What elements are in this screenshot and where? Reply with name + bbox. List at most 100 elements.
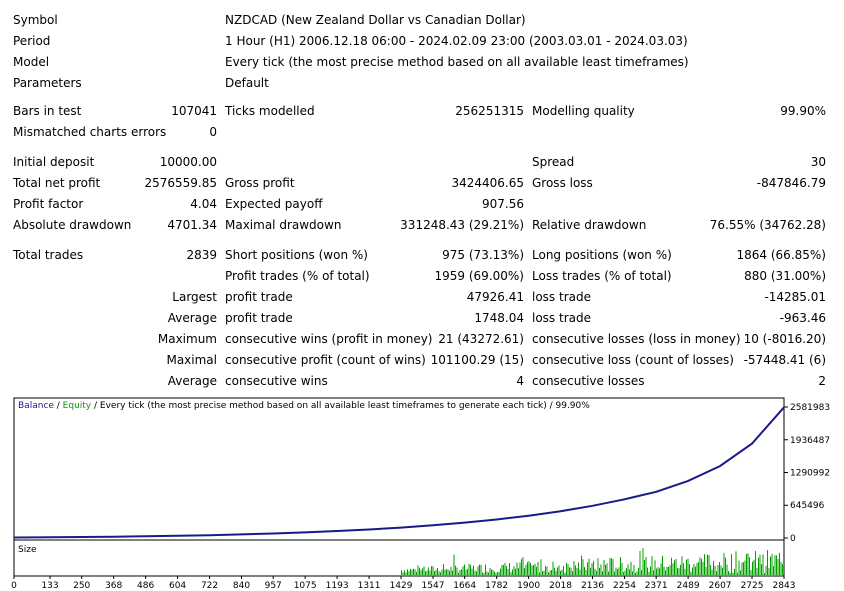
size-bar — [408, 571, 410, 575]
size-bar — [521, 559, 522, 575]
size-bar — [641, 570, 642, 575]
x-tick-label: 1547 — [422, 581, 445, 591]
size-bar — [723, 552, 725, 575]
size-bar — [587, 562, 588, 575]
deposit-label: Initial deposit — [13, 155, 95, 169]
size-bar — [453, 554, 455, 575]
size-bar — [545, 566, 546, 575]
symbol-label: Symbol — [13, 13, 58, 27]
size-bar — [563, 566, 564, 575]
ltrades-value: 880 (31.00%) — [744, 269, 826, 283]
size-bar — [447, 569, 449, 575]
average2-label: Average — [167, 374, 217, 388]
size-bar — [642, 548, 644, 575]
size-bar — [537, 562, 539, 575]
size-bar — [678, 568, 680, 575]
x-tick-label: 1193 — [326, 581, 349, 591]
size-bar — [699, 557, 701, 575]
size-bar — [422, 568, 423, 575]
size-bar — [549, 570, 551, 575]
ptrades-value: 1959 (69.00%) — [434, 269, 524, 283]
size-bar — [657, 567, 659, 575]
x-tick-label: 133 — [41, 581, 58, 591]
size-bar — [581, 555, 582, 575]
size-bar — [600, 564, 602, 575]
size-bar — [464, 564, 465, 575]
size-bar — [780, 561, 782, 575]
size-bar — [501, 564, 503, 575]
size-bar — [774, 555, 776, 575]
x-tick-label: 1782 — [485, 581, 508, 591]
size-panel-frame — [13, 539, 785, 577]
size-bar — [575, 565, 576, 575]
size-bar — [653, 570, 654, 575]
size-bar — [741, 562, 743, 575]
size-bar — [720, 565, 722, 575]
size-bar — [714, 565, 716, 575]
size-bar — [498, 571, 500, 575]
size-bar — [728, 571, 729, 575]
size-bar — [474, 570, 476, 575]
size-bar — [681, 556, 683, 575]
size-bar — [494, 571, 495, 575]
size-bar — [491, 569, 492, 575]
maximal-cons-profit-label: consecutive profit (count of wins) — [225, 353, 426, 367]
max-cons-wins-value: 21 (43272.61) — [438, 332, 524, 346]
size-bar — [654, 560, 656, 575]
size-bar — [770, 556, 771, 575]
size-bar — [443, 563, 444, 575]
size-bar — [569, 567, 570, 575]
long-value: 1864 (66.85%) — [736, 248, 826, 262]
size-bar — [722, 567, 723, 575]
largest-label: Largest — [172, 290, 217, 304]
size-bar — [725, 557, 726, 575]
size-bar — [605, 564, 606, 575]
size-bar — [572, 571, 573, 575]
size-bar — [534, 563, 536, 575]
maxdd-label: Maximal drawdown — [225, 218, 342, 232]
size-bar — [525, 564, 527, 575]
size-bar — [411, 569, 413, 575]
size-bar — [620, 557, 621, 575]
size-bar — [557, 567, 558, 575]
maximal-cons-loss-label: consecutive loss (count of losses) — [532, 353, 734, 367]
size-bar — [456, 567, 458, 575]
size-bar — [773, 566, 774, 575]
size-bar — [480, 564, 482, 575]
size-bar — [651, 556, 653, 575]
size-bar — [527, 562, 528, 575]
size-bar — [762, 554, 764, 575]
x-tick-label: 2607 — [709, 581, 732, 591]
size-bar — [635, 572, 636, 575]
size-bar — [626, 567, 627, 575]
reldd-label: Relative drawdown — [532, 218, 647, 232]
size-bar — [407, 569, 408, 575]
size-bar — [425, 571, 426, 575]
size-bar — [632, 571, 633, 575]
size-bar — [486, 571, 488, 575]
size-bar — [750, 570, 752, 575]
size-bar — [552, 561, 554, 575]
size-bar — [576, 568, 578, 575]
size-bar — [446, 569, 447, 575]
size-bar — [689, 564, 690, 575]
size-bar — [711, 569, 713, 575]
max-cons-wins-label: consecutive wins (profit in money) — [225, 332, 433, 346]
size-bar — [476, 571, 477, 575]
size-bar — [669, 565, 671, 575]
size-bar — [455, 565, 456, 575]
largest-loss-label: loss trade — [532, 290, 591, 304]
size-bar — [509, 563, 510, 575]
ptrades-label: Profit trades (% of total) — [225, 269, 370, 283]
size-bar — [633, 564, 635, 575]
chart-legend: Balance / Equity / Every tick (the most … — [18, 401, 590, 411]
size-bar — [717, 565, 719, 575]
size-bar — [585, 569, 587, 575]
deposit-value: 10000.00 — [159, 155, 217, 169]
x-tick-label: 957 — [265, 581, 282, 591]
size-bar — [630, 561, 632, 575]
size-bar — [410, 568, 411, 575]
size-bar — [438, 571, 440, 575]
size-bar — [531, 565, 533, 575]
size-bar — [405, 572, 407, 575]
